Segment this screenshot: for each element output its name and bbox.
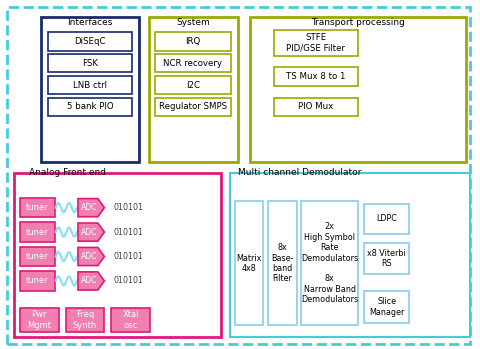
Text: 8x
Base-
band
Filter: 8x Base- band Filter (271, 243, 293, 283)
Text: System: System (176, 18, 210, 27)
Text: ADC: ADC (81, 276, 97, 285)
Bar (230, 173, 470, 337)
Text: FSK: FSK (82, 59, 98, 68)
Text: ADC: ADC (81, 228, 97, 237)
Bar (274, 67, 358, 86)
Polygon shape (78, 223, 105, 241)
Text: Transport processing: Transport processing (311, 18, 405, 27)
Bar (20, 198, 55, 217)
Text: Multi channel Demodulator: Multi channel Demodulator (238, 168, 361, 177)
Text: DiSEqC: DiSEqC (74, 37, 106, 46)
Bar (149, 17, 238, 162)
Text: Xtal
osc: Xtal osc (122, 310, 139, 330)
Text: x8 Viterbi
RS: x8 Viterbi RS (367, 248, 406, 268)
Text: tuner: tuner (26, 252, 49, 261)
Bar (235, 201, 263, 325)
Bar (41, 17, 139, 162)
Text: TS Mux 8 to 1: TS Mux 8 to 1 (286, 72, 345, 81)
Bar (301, 201, 358, 325)
Bar (155, 98, 231, 116)
Text: STFE
PID/GSE Filter: STFE PID/GSE Filter (286, 33, 345, 52)
Text: IRQ: IRQ (185, 37, 201, 46)
Bar (155, 32, 231, 51)
Bar (48, 76, 132, 94)
Bar (20, 308, 59, 332)
Polygon shape (78, 272, 105, 290)
Bar (268, 201, 297, 325)
Text: 5 bank PIO: 5 bank PIO (67, 102, 113, 111)
Text: NCR recovery: NCR recovery (164, 59, 222, 68)
Text: Slice
Manager: Slice Manager (369, 297, 404, 317)
Text: PIO Mux: PIO Mux (298, 102, 333, 111)
Bar (250, 17, 466, 162)
Text: 010101: 010101 (114, 252, 144, 261)
Bar (66, 308, 104, 332)
Text: tuner: tuner (26, 203, 49, 212)
Bar (364, 204, 409, 234)
Bar (155, 76, 231, 94)
Bar (111, 308, 150, 332)
Polygon shape (78, 247, 105, 266)
Text: 010101: 010101 (114, 228, 144, 237)
Bar (20, 272, 55, 290)
Text: I2C: I2C (186, 81, 200, 90)
Text: 2x
High Symbol
Rate
Demodulators

8x
Narrow Band
Demodulators: 2x High Symbol Rate Demodulators 8x Narr… (301, 222, 359, 304)
Text: 010101: 010101 (114, 276, 144, 285)
Bar (274, 98, 358, 116)
Bar (48, 32, 132, 51)
Bar (364, 291, 409, 323)
Bar (20, 223, 55, 242)
Text: 010101: 010101 (114, 203, 144, 212)
Text: ADC: ADC (81, 203, 97, 212)
Polygon shape (78, 199, 105, 217)
Bar (155, 54, 231, 72)
Text: Interfaces: Interfaces (68, 18, 113, 27)
Bar (48, 54, 132, 72)
Text: LNB ctrl: LNB ctrl (73, 81, 107, 90)
Bar (20, 247, 55, 266)
Text: ADC: ADC (81, 252, 97, 261)
Bar (14, 173, 221, 337)
Text: Freq
Synth: Freq Synth (73, 310, 97, 330)
Text: Pwr
Mgmt: Pwr Mgmt (27, 310, 51, 330)
Text: tuner: tuner (26, 276, 49, 285)
Bar (364, 243, 409, 274)
Text: Matrix
4x8: Matrix 4x8 (237, 254, 262, 273)
Bar (48, 98, 132, 116)
Text: tuner: tuner (26, 228, 49, 237)
Bar (274, 30, 358, 56)
Text: Regulator SMPS: Regulator SMPS (159, 102, 227, 111)
Text: LDPC: LDPC (376, 215, 397, 223)
Text: Analog Front end: Analog Front end (29, 168, 106, 177)
